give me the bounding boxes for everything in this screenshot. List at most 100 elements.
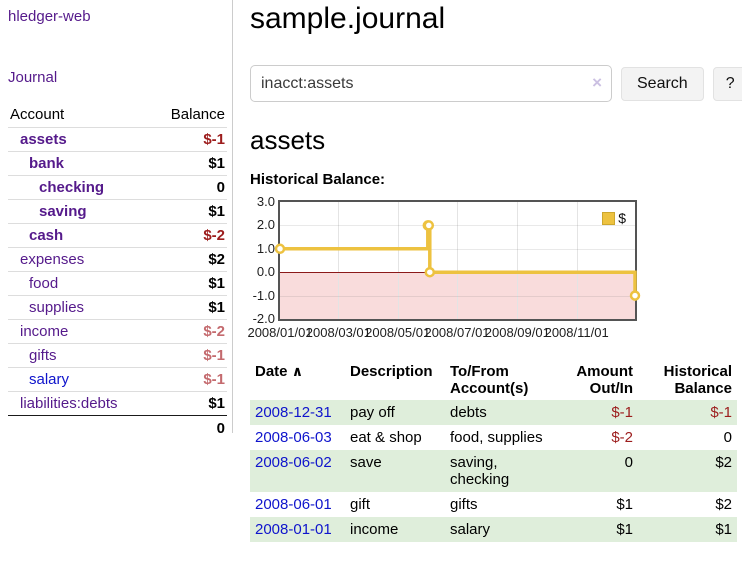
account-link[interactable]: gifts <box>29 347 57 364</box>
account-name-cell: saving <box>8 199 152 224</box>
sidebar-item-journal[interactable]: Journal <box>8 69 58 86</box>
account-link[interactable]: bank <box>29 155 65 172</box>
transaction-date-link[interactable]: 2008-01-01 <box>255 521 332 538</box>
sidebar: hledger-web Journal Account Balance asse… <box>0 0 233 437</box>
x-gridline <box>457 202 458 319</box>
chart-title: Historical Balance: <box>250 171 386 188</box>
table-row: 2008-12-31 pay off debts $-1 $-1 <box>250 400 737 425</box>
account-link[interactable]: expenses <box>20 251 85 268</box>
account-row: gifts $-1 <box>8 343 227 368</box>
register-date-cell: 2008-01-01 <box>250 517 345 542</box>
chart-point <box>274 243 286 255</box>
chart-point <box>424 266 436 278</box>
register-date-cell: 2008-06-02 <box>250 450 345 492</box>
search-input[interactable] <box>250 65 612 102</box>
y-axis-label: -1.0 <box>252 287 275 303</box>
account-link[interactable]: food <box>29 275 59 292</box>
x-axis-label: 2008/01/01 <box>247 325 313 340</box>
historical-balance-chart: $ 3.0 2.0 1.0 0.0 -1.0 -2.0 2008/01/01 2008/03/… <box>247 194 742 340</box>
transaction-date-link[interactable]: 2008-12-31 <box>255 404 332 421</box>
account-row: saving $1 <box>8 199 227 224</box>
chart-legend: $ <box>602 210 626 226</box>
account-link[interactable]: assets <box>20 131 67 148</box>
account-name-cell: gifts <box>8 343 152 368</box>
register-accounts-cell: saving, checking <box>450 454 510 488</box>
main-content: sample.journal × Search ? assets Histori… <box>233 0 742 542</box>
register-accounts-cell: debts <box>450 404 487 421</box>
account-name-cell: expenses <box>8 247 152 272</box>
account-link[interactable]: cash <box>29 227 64 244</box>
account-name-cell: food <box>8 271 152 296</box>
account-row: checking 0 <box>8 175 227 200</box>
search-button[interactable]: Search <box>621 66 704 101</box>
account-balance: $-1 <box>151 343 227 368</box>
app-layout: hledger-web Journal Account Balance asse… <box>0 0 742 542</box>
y-gridline <box>280 225 635 227</box>
accounts-body: assets $-1 bank $1 checking 0 saving $1 cash $-2 e… <box>8 127 227 416</box>
register-amount-cell: 0 <box>624 454 633 471</box>
register-header-balance: Historical Balance <box>663 363 732 397</box>
account-balance: $1 <box>151 391 227 416</box>
register-header-accounts: To/From Account(s) <box>450 363 529 397</box>
transaction-date-link[interactable]: 2008-06-01 <box>255 496 332 513</box>
y-axis-label: 2.0 <box>256 217 275 233</box>
register-balance-cell: $2 <box>715 454 732 471</box>
brand-link[interactable]: hledger-web <box>8 8 91 25</box>
y-gridline <box>280 295 635 297</box>
account-balance: $1 <box>151 151 227 176</box>
search-form: × Search ? <box>250 65 742 102</box>
register-description-cell: income <box>350 521 399 538</box>
register-balance-cell: 0 <box>723 429 732 446</box>
account-link[interactable]: supplies <box>29 299 85 316</box>
search-input-wrap: × <box>250 65 612 102</box>
account-row: liabilities:debts $1 <box>8 391 227 416</box>
y-gridline <box>280 248 635 250</box>
x-gridline <box>517 202 519 319</box>
account-heading: assets <box>250 125 326 155</box>
account-link[interactable]: liabilities:debts <box>20 395 118 412</box>
register-description-cell: save <box>350 454 382 471</box>
register-header-amount: Amount Out/In <box>576 363 633 397</box>
chart-point <box>423 220 435 231</box>
account-link[interactable]: salary <box>29 371 70 388</box>
x-axis-label: 2008/05/01 <box>365 325 431 340</box>
register-body: 2008-12-31 pay off debts $-1 $-1 2008-06-03 ea… <box>250 400 737 542</box>
chart-line <box>280 223 637 296</box>
table-row: 2008-06-02 save saving, checking 0 $2 <box>250 450 737 492</box>
register-date-cell: 2008-06-01 <box>250 492 345 517</box>
account-name-cell: liabilities:debts <box>8 391 152 416</box>
chart-point <box>629 290 641 301</box>
transaction-date-link[interactable]: 2008-06-02 <box>255 454 332 471</box>
chart-line-layer <box>274 220 641 301</box>
accounts-total-value: 0 <box>216 420 225 437</box>
account-link[interactable]: income <box>20 323 69 340</box>
register-header-date[interactable]: Date ∧ <box>250 360 345 400</box>
account-row: income $-2 <box>8 319 227 344</box>
clear-search-icon[interactable]: × <box>592 73 602 92</box>
x-gridline <box>576 202 578 319</box>
register-accounts-cell: food, supplies <box>450 429 543 446</box>
transaction-date-link[interactable]: 2008-06-03 <box>255 429 332 446</box>
accounts-table: Account Balance assets $-1 bank $1 checking 0… <box>8 103 227 441</box>
register-balance-cell: $2 <box>715 496 732 513</box>
page-title: sample.journal <box>250 2 446 35</box>
date-header-label: Date <box>255 363 288 380</box>
register-amount-cell: $-1 <box>611 404 633 421</box>
account-name-cell: cash <box>8 223 152 248</box>
account-balance: $1 <box>151 295 227 320</box>
register-date-cell: 2008-12-31 <box>250 400 345 425</box>
register-balance-cell: $-1 <box>710 404 732 421</box>
y-axis-label: 3.0 <box>256 194 275 209</box>
account-row: bank $1 <box>8 151 227 176</box>
account-row: food $1 <box>8 271 227 296</box>
account-link[interactable]: saving <box>39 203 87 220</box>
account-balance: $1 <box>151 199 227 224</box>
register-description-cell: gift <box>350 496 371 513</box>
account-balance: $-1 <box>151 367 227 392</box>
account-name-cell: salary <box>8 367 152 392</box>
register-description-cell: eat & shop <box>350 429 422 446</box>
register-amount-cell: $1 <box>616 521 633 538</box>
account-link[interactable]: checking <box>39 179 105 196</box>
help-button[interactable]: ? <box>712 66 742 101</box>
account-row: expenses $2 <box>8 247 227 272</box>
